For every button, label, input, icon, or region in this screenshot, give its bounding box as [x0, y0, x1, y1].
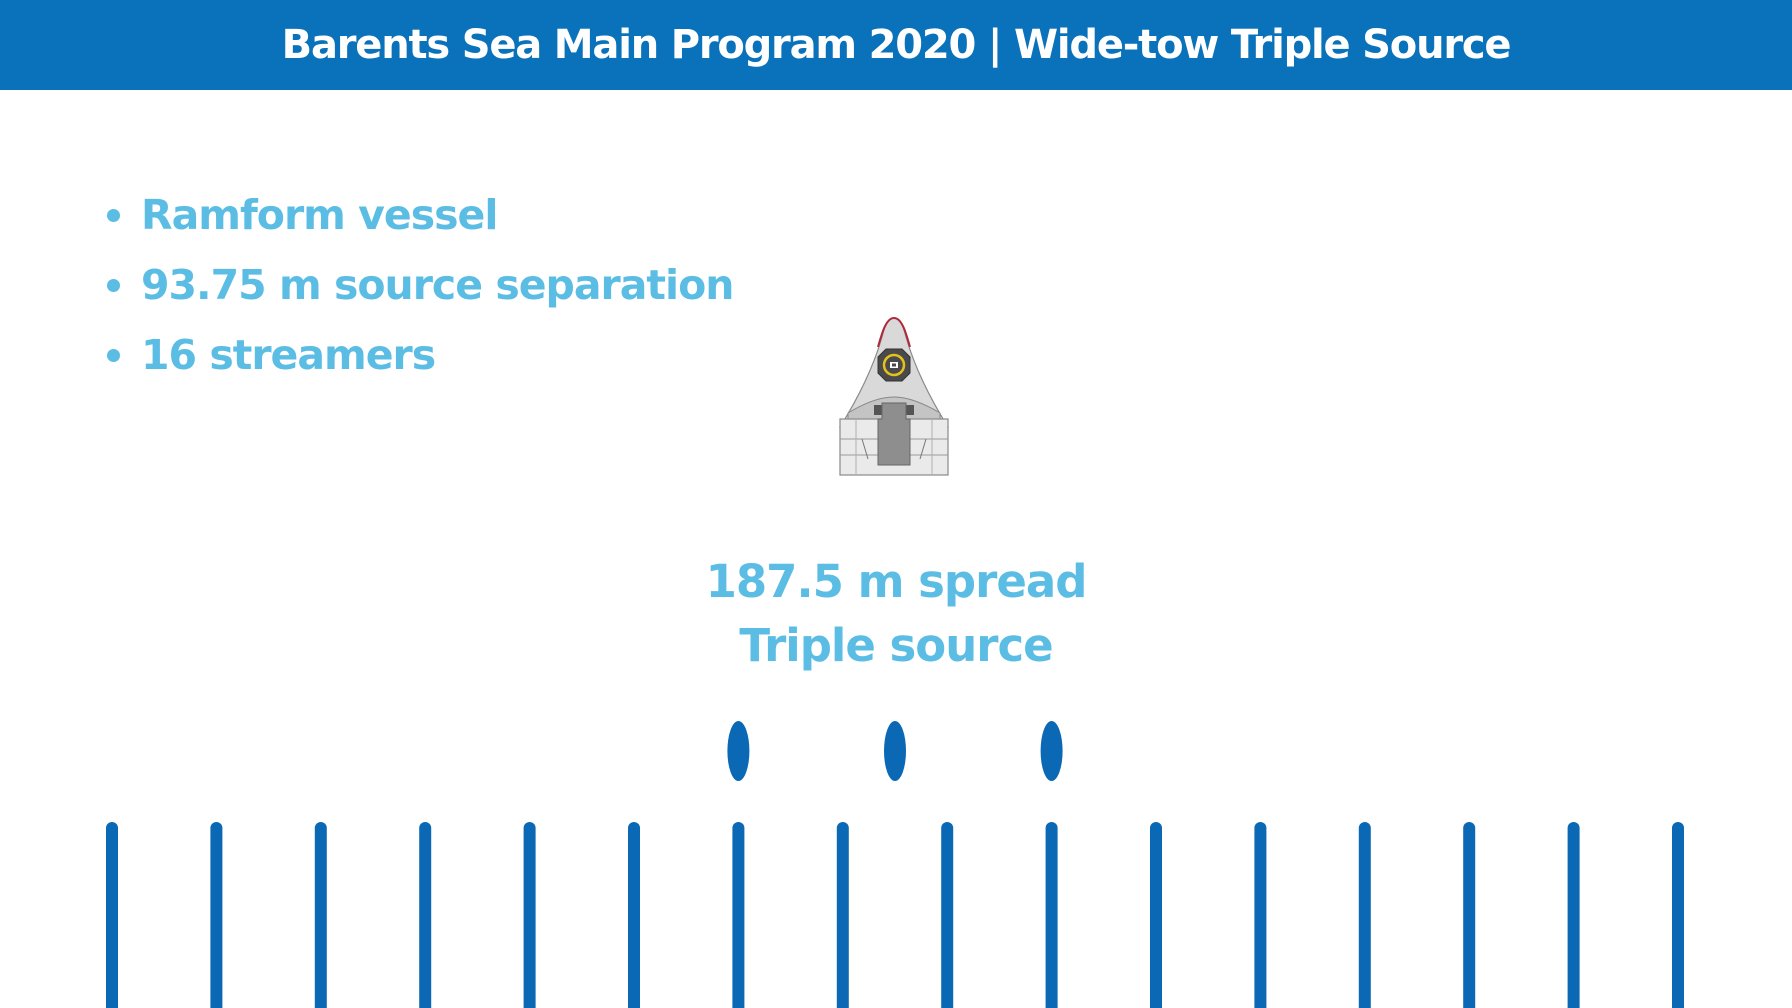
bullet-item-vessel: Ramform vessel — [100, 180, 733, 250]
header-bar: Barents Sea Main Program 2020 | Wide-tow… — [0, 0, 1792, 90]
spread-label: 187.5 m spread Triple source — [596, 550, 1196, 678]
ramform-vessel-icon — [838, 316, 950, 476]
page-title: Barents Sea Main Program 2020 | Wide-tow… — [281, 22, 1512, 68]
spread-distance-text: 187.5 m spread — [705, 555, 1088, 608]
bullet-item-separation: 93.75 m source separation — [100, 250, 734, 320]
source-1 — [727, 721, 750, 781]
bullet-dot-icon — [107, 348, 120, 362]
source-type-text: Triple source — [739, 619, 1053, 672]
bullet-list: Ramform vessel 93.75 m source separation… — [100, 180, 734, 390]
bullet-text: Ramform vessel — [141, 191, 498, 239]
bullet-text: 16 streamers — [141, 331, 436, 379]
bullet-dot-icon — [107, 278, 120, 292]
source-3 — [1040, 721, 1063, 781]
bullet-text: 93.75 m source separation — [141, 261, 734, 309]
source-2 — [884, 721, 906, 781]
bullet-dot-icon — [107, 208, 120, 222]
bullet-item-streamers: 16 streamers — [100, 320, 733, 390]
